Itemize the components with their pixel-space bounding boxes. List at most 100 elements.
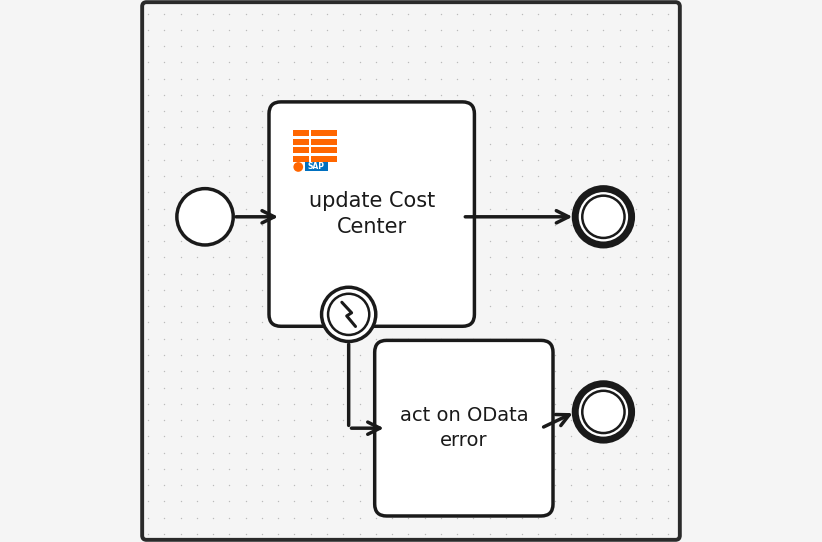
Point bbox=[565, 464, 578, 473]
Point bbox=[158, 432, 171, 441]
Point bbox=[613, 204, 626, 213]
Point bbox=[271, 464, 284, 473]
Point bbox=[271, 481, 284, 489]
Point bbox=[565, 351, 578, 359]
Point bbox=[434, 351, 447, 359]
Point bbox=[565, 399, 578, 408]
Point bbox=[386, 286, 399, 294]
Point bbox=[662, 42, 675, 50]
Point bbox=[613, 513, 626, 522]
Point bbox=[613, 253, 626, 262]
Point bbox=[256, 432, 269, 441]
Point bbox=[223, 481, 236, 489]
Point bbox=[369, 172, 382, 180]
Point bbox=[369, 351, 382, 359]
Point bbox=[565, 221, 578, 229]
Point bbox=[223, 334, 236, 343]
Point bbox=[304, 74, 317, 83]
Point bbox=[662, 221, 675, 229]
Point bbox=[548, 139, 561, 148]
Point bbox=[467, 286, 480, 294]
Point bbox=[321, 74, 334, 83]
Point bbox=[206, 481, 219, 489]
Point bbox=[483, 286, 496, 294]
Point bbox=[321, 91, 334, 99]
Point bbox=[206, 448, 219, 457]
Point bbox=[418, 156, 431, 164]
Point bbox=[630, 448, 643, 457]
Point bbox=[434, 302, 447, 311]
Point bbox=[467, 318, 480, 327]
Point bbox=[630, 25, 643, 34]
Point bbox=[337, 253, 350, 262]
Point bbox=[483, 351, 496, 359]
Point bbox=[191, 530, 204, 538]
Point bbox=[630, 204, 643, 213]
Point bbox=[580, 432, 593, 441]
Point bbox=[206, 139, 219, 148]
Point bbox=[434, 107, 447, 115]
Point bbox=[158, 497, 171, 506]
Point bbox=[223, 432, 236, 441]
Point bbox=[467, 334, 480, 343]
Point bbox=[304, 237, 317, 246]
Point bbox=[548, 107, 561, 115]
Point bbox=[353, 481, 366, 489]
Point bbox=[597, 123, 610, 132]
Point bbox=[141, 25, 155, 34]
Point bbox=[353, 286, 366, 294]
Point bbox=[630, 497, 643, 506]
Point bbox=[158, 172, 171, 180]
Point bbox=[386, 107, 399, 115]
Point bbox=[434, 383, 447, 392]
Point bbox=[467, 367, 480, 376]
Point bbox=[467, 58, 480, 67]
Point bbox=[158, 269, 171, 278]
Point bbox=[597, 286, 610, 294]
Point bbox=[532, 221, 545, 229]
Point bbox=[499, 399, 512, 408]
Point bbox=[418, 139, 431, 148]
Circle shape bbox=[328, 294, 369, 335]
Point bbox=[321, 139, 334, 148]
Point bbox=[645, 464, 658, 473]
Point bbox=[402, 91, 415, 99]
Point bbox=[402, 334, 415, 343]
Point bbox=[353, 367, 366, 376]
Point bbox=[499, 302, 512, 311]
Point bbox=[613, 221, 626, 229]
Point bbox=[662, 286, 675, 294]
Point bbox=[597, 253, 610, 262]
Point bbox=[206, 123, 219, 132]
Point bbox=[174, 367, 187, 376]
Point bbox=[515, 91, 529, 99]
Point bbox=[239, 481, 252, 489]
Point bbox=[565, 172, 578, 180]
Point bbox=[597, 172, 610, 180]
Point bbox=[565, 25, 578, 34]
Point bbox=[288, 139, 301, 148]
Point bbox=[191, 156, 204, 164]
Point bbox=[304, 399, 317, 408]
Point bbox=[613, 286, 626, 294]
Point bbox=[499, 367, 512, 376]
Point bbox=[321, 334, 334, 343]
Point bbox=[191, 432, 204, 441]
Point bbox=[239, 139, 252, 148]
Point bbox=[418, 351, 431, 359]
Point bbox=[304, 383, 317, 392]
Point bbox=[191, 42, 204, 50]
Point bbox=[321, 107, 334, 115]
Point bbox=[483, 302, 496, 311]
Point bbox=[467, 139, 480, 148]
Point bbox=[645, 318, 658, 327]
Point bbox=[483, 74, 496, 83]
Point bbox=[580, 221, 593, 229]
Point bbox=[645, 302, 658, 311]
Point bbox=[337, 237, 350, 246]
Point bbox=[337, 464, 350, 473]
Point bbox=[158, 399, 171, 408]
Point bbox=[515, 416, 529, 424]
Point bbox=[499, 156, 512, 164]
Point bbox=[645, 58, 658, 67]
